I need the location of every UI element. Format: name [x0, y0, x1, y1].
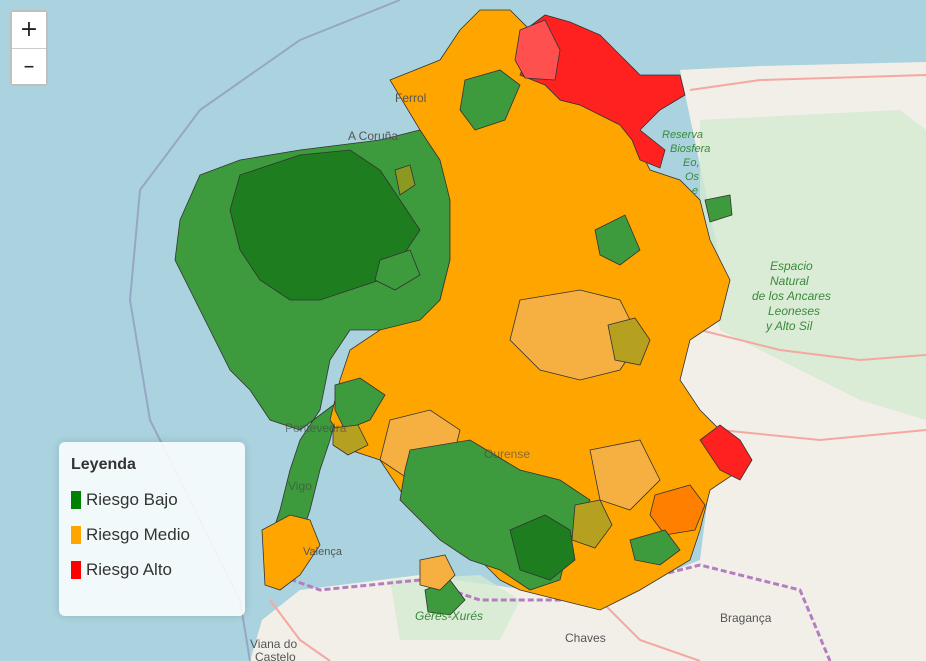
- region-dark-orange: [649, 484, 706, 536]
- place-label-reserva: Reserva: [662, 129, 703, 141]
- place-label-reserva: Os: [685, 171, 700, 183]
- road: [269, 599, 331, 661]
- place-label-viana: Castelo: [255, 650, 296, 661]
- place-label-ancares: Natural: [770, 274, 809, 288]
- place-label-ancares: de los Ancares: [752, 289, 831, 303]
- place-label-ancares: Espacio: [770, 259, 813, 273]
- region-low-patch: [509, 514, 576, 581]
- road: [599, 599, 701, 661]
- legend-item-high: Riesgo Alto: [71, 560, 233, 580]
- region-olive: [394, 164, 416, 196]
- place-label-ancares: Leoneses: [768, 304, 820, 318]
- zoom-control: + –: [10, 10, 48, 86]
- zoom-in-button[interactable]: +: [12, 12, 46, 48]
- legend-item-medium: Riesgo Medio: [71, 525, 233, 545]
- region-medium-light: [589, 439, 661, 511]
- region-medium-south: [261, 514, 321, 591]
- place-label-a-coruna: A Coruña: [348, 129, 398, 143]
- place-label-reserva: Eo,: [683, 157, 700, 169]
- place-label-viana: Viana do: [250, 637, 297, 651]
- region-olive: [571, 499, 613, 549]
- place-label-ferrol: Ferrol: [395, 91, 426, 105]
- place-label-reserva: Biosfera: [670, 143, 710, 155]
- region-low-patch: [374, 249, 421, 291]
- place-label-geres: Gerês-Xurés: [415, 609, 483, 623]
- zoom-out-button[interactable]: –: [12, 48, 46, 84]
- region-low-patch: [594, 214, 641, 266]
- road: [719, 429, 926, 442]
- legend: Leyenda Riesgo Bajo Riesgo Medio Riesgo …: [59, 442, 245, 616]
- place-label-ourense: Ourense: [484, 447, 530, 461]
- region-medium-south: [419, 554, 456, 591]
- region-olive: [332, 424, 369, 456]
- legend-label-low: Riesgo Bajo: [86, 490, 178, 509]
- region-low-patch: [629, 529, 681, 566]
- legend-label-medium: Riesgo Medio: [86, 525, 190, 544]
- region-high-north: [519, 14, 686, 169]
- region-low-patch: [334, 377, 386, 431]
- legend-label-high: Riesgo Alto: [86, 560, 172, 579]
- place-label-reserva: e: [692, 185, 698, 197]
- region-medium-light: [509, 289, 641, 381]
- legend-swatch-low: [71, 491, 81, 509]
- legend-swatch-medium: [71, 526, 81, 544]
- road: [689, 74, 926, 91]
- region-high-light: [514, 19, 561, 81]
- place-label-chaves: Chaves: [565, 631, 606, 645]
- region-low-patch: [459, 69, 521, 131]
- legend-item-low: Riesgo Bajo: [71, 490, 233, 510]
- region-olive: [607, 317, 651, 366]
- place-label-pontevedra: Pontevedra: [285, 421, 347, 435]
- place-label-vigo: Vigo: [288, 479, 312, 493]
- legend-swatch-high: [71, 561, 81, 579]
- place-label-ancares: y Alto Sil: [765, 319, 813, 333]
- place-label-braganca: Bragança: [720, 611, 772, 625]
- place-label-valenca: Valença: [303, 546, 343, 558]
- road: [699, 329, 926, 362]
- protected-area: [700, 110, 926, 420]
- region-low-patch: [704, 194, 733, 223]
- legend-title: Leyenda: [71, 456, 136, 473]
- region-high-east: [699, 424, 753, 481]
